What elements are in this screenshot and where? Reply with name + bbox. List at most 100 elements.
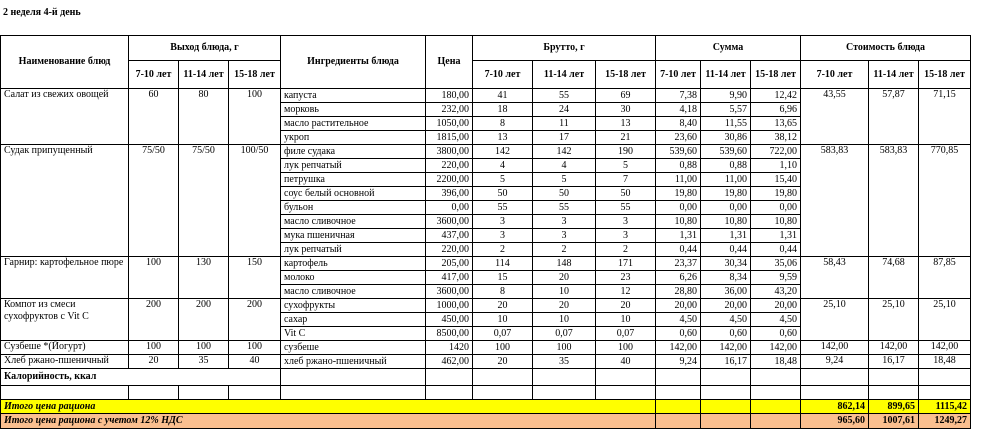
empty-cell bbox=[800, 368, 869, 386]
dish-cost: 58,43 bbox=[800, 256, 869, 299]
ingredient-sum: 539,60 bbox=[700, 144, 751, 159]
ingredient-row: Судак припущенный 75/50 75/50 100/50 филе су… bbox=[0, 144, 971, 257]
dish-name: Сузбеше *(Йогурт) bbox=[0, 340, 129, 355]
gross-weight: 20 bbox=[532, 298, 596, 313]
ingredient-sum: 23,37 bbox=[655, 256, 701, 271]
gross-weight: 100 bbox=[472, 340, 533, 355]
ingredient-sum: 5,57 bbox=[700, 102, 751, 117]
ingredient-sum: 0,44 bbox=[750, 242, 801, 257]
empty-cell bbox=[700, 413, 751, 429]
age-header: 15-18 лет bbox=[595, 60, 656, 89]
empty-cell bbox=[750, 399, 801, 414]
ingredient-price: 1815,00 bbox=[425, 130, 473, 145]
age-header: 11-14 лет bbox=[868, 60, 919, 89]
dish-cost: 25,10 bbox=[918, 298, 971, 341]
empty-cell bbox=[655, 368, 701, 386]
ingredient-sum: 8,34 bbox=[700, 270, 751, 285]
ingredient-name: сахар bbox=[280, 312, 426, 327]
gross-weight: 15 bbox=[472, 270, 533, 285]
ingredient-price: 3600,00 bbox=[425, 284, 473, 299]
gross-weight: 8 bbox=[472, 284, 533, 299]
ingredient-name: картофель bbox=[280, 256, 426, 271]
empty-cell bbox=[595, 385, 656, 400]
ingredient-name: петрушка bbox=[280, 172, 426, 187]
age-header: 15-18 лет bbox=[918, 60, 971, 89]
total-value: 1249,27 bbox=[918, 413, 971, 429]
ingredient-sum: 4,18 bbox=[655, 102, 701, 117]
empty-cell bbox=[472, 368, 533, 386]
ingredient-name: Vit C bbox=[280, 326, 426, 341]
dish-cost: 57,87 bbox=[868, 88, 919, 145]
gross-weight: 3 bbox=[595, 228, 656, 243]
ingredient-row: масло сливочное 3600,00 8 10 12 28,80 36,00 43,… bbox=[1, 284, 971, 299]
gross-weight: 2 bbox=[595, 242, 656, 257]
gross-weight: 23 bbox=[595, 270, 656, 285]
header-price: Цена bbox=[425, 35, 473, 89]
ingredient-price: 220,00 bbox=[425, 242, 473, 257]
ingredient-sum: 20,00 bbox=[655, 298, 701, 313]
ingredient-price: 3800,00 bbox=[425, 144, 473, 159]
gross-weight: 5 bbox=[595, 158, 656, 173]
ingredient-row: укроп 1815,00 13 17 21 23,60 30,86 38,12 bbox=[1, 130, 971, 145]
gross-weight: 4 bbox=[532, 158, 596, 173]
ingredient-sum: 6,96 bbox=[750, 102, 801, 117]
gross-weight: 35 bbox=[532, 354, 596, 369]
gross-weight: 3 bbox=[472, 228, 533, 243]
empty-cell bbox=[700, 399, 751, 414]
empty-cell bbox=[700, 385, 751, 400]
ingredient-sum: 539,60 bbox=[655, 144, 701, 159]
ingredient-name: мука пшеничная bbox=[280, 228, 426, 243]
calories-row: Калорийность, ккал bbox=[0, 368, 971, 386]
dish-yield: 60 bbox=[128, 88, 179, 145]
age-header: 11-14 лет bbox=[700, 60, 751, 89]
empty-cell bbox=[655, 399, 701, 414]
ingredient-sum: 20,00 bbox=[750, 298, 801, 313]
ingredient-sum: 30,34 bbox=[700, 256, 751, 271]
dish-yield: 80 bbox=[178, 88, 229, 145]
dish-yield: 20 bbox=[128, 354, 179, 369]
gross-weight: 2 bbox=[532, 242, 596, 257]
gross-weight: 20 bbox=[472, 354, 533, 369]
gross-weight: 7 bbox=[595, 172, 656, 187]
gross-weight: 3 bbox=[595, 214, 656, 229]
ingredient-row: Салат из свежих овощей 60 80 100 капуста 180,… bbox=[0, 88, 971, 145]
dish-yield: 75/50 bbox=[128, 144, 179, 257]
gross-weight: 2 bbox=[472, 242, 533, 257]
dish-yield: 35 bbox=[178, 354, 229, 369]
empty-cell bbox=[280, 385, 426, 400]
ingredient-sum: 10,80 bbox=[750, 214, 801, 229]
gross-weight: 55 bbox=[532, 88, 596, 103]
gross-weight: 3 bbox=[472, 214, 533, 229]
dish-yield: 100 bbox=[178, 340, 229, 355]
ingredient-sum: 36,00 bbox=[700, 284, 751, 299]
dish-yield: 150 bbox=[228, 256, 281, 299]
dish-cost: 74,68 bbox=[868, 256, 919, 299]
ingredient-sum: 12,42 bbox=[750, 88, 801, 103]
ingredient-price: 417,00 bbox=[425, 270, 473, 285]
ingredient-sum: 9,59 bbox=[750, 270, 801, 285]
ingredient-sum: 0,44 bbox=[700, 242, 751, 257]
ingredient-price: 437,00 bbox=[425, 228, 473, 243]
header-sum: Сумма bbox=[655, 35, 801, 61]
gross-weight: 4 bbox=[472, 158, 533, 173]
dish-yield: 100 bbox=[128, 340, 179, 355]
ingredient-price: 8500,00 bbox=[425, 326, 473, 341]
ingredient-name: сузбеше bbox=[280, 340, 426, 355]
ingredient-sum: 23,60 bbox=[655, 130, 701, 145]
ingredient-price: 2200,00 bbox=[425, 172, 473, 187]
gross-weight: 55 bbox=[532, 200, 596, 215]
total-row: Итого цена рациона с учетом 12% НДС 965,6… bbox=[0, 413, 971, 429]
gross-weight: 100 bbox=[532, 340, 596, 355]
empty-cell bbox=[918, 368, 971, 386]
dish-name: Компот из смеси сухофруктов с Vit C bbox=[0, 298, 129, 341]
gross-weight: 21 bbox=[595, 130, 656, 145]
menu-table: Наименование блюд Выход блюда, г Ингредиен… bbox=[0, 35, 971, 429]
ingredient-sum: 0,88 bbox=[655, 158, 701, 173]
dish-cost: 25,10 bbox=[868, 298, 919, 341]
total-value: 1115,42 bbox=[918, 399, 971, 414]
empty-cell bbox=[655, 385, 701, 400]
dish-yield: 200 bbox=[128, 298, 179, 341]
gross-weight: 148 bbox=[532, 256, 596, 271]
gross-weight: 142 bbox=[532, 144, 596, 159]
empty-cell bbox=[532, 385, 596, 400]
